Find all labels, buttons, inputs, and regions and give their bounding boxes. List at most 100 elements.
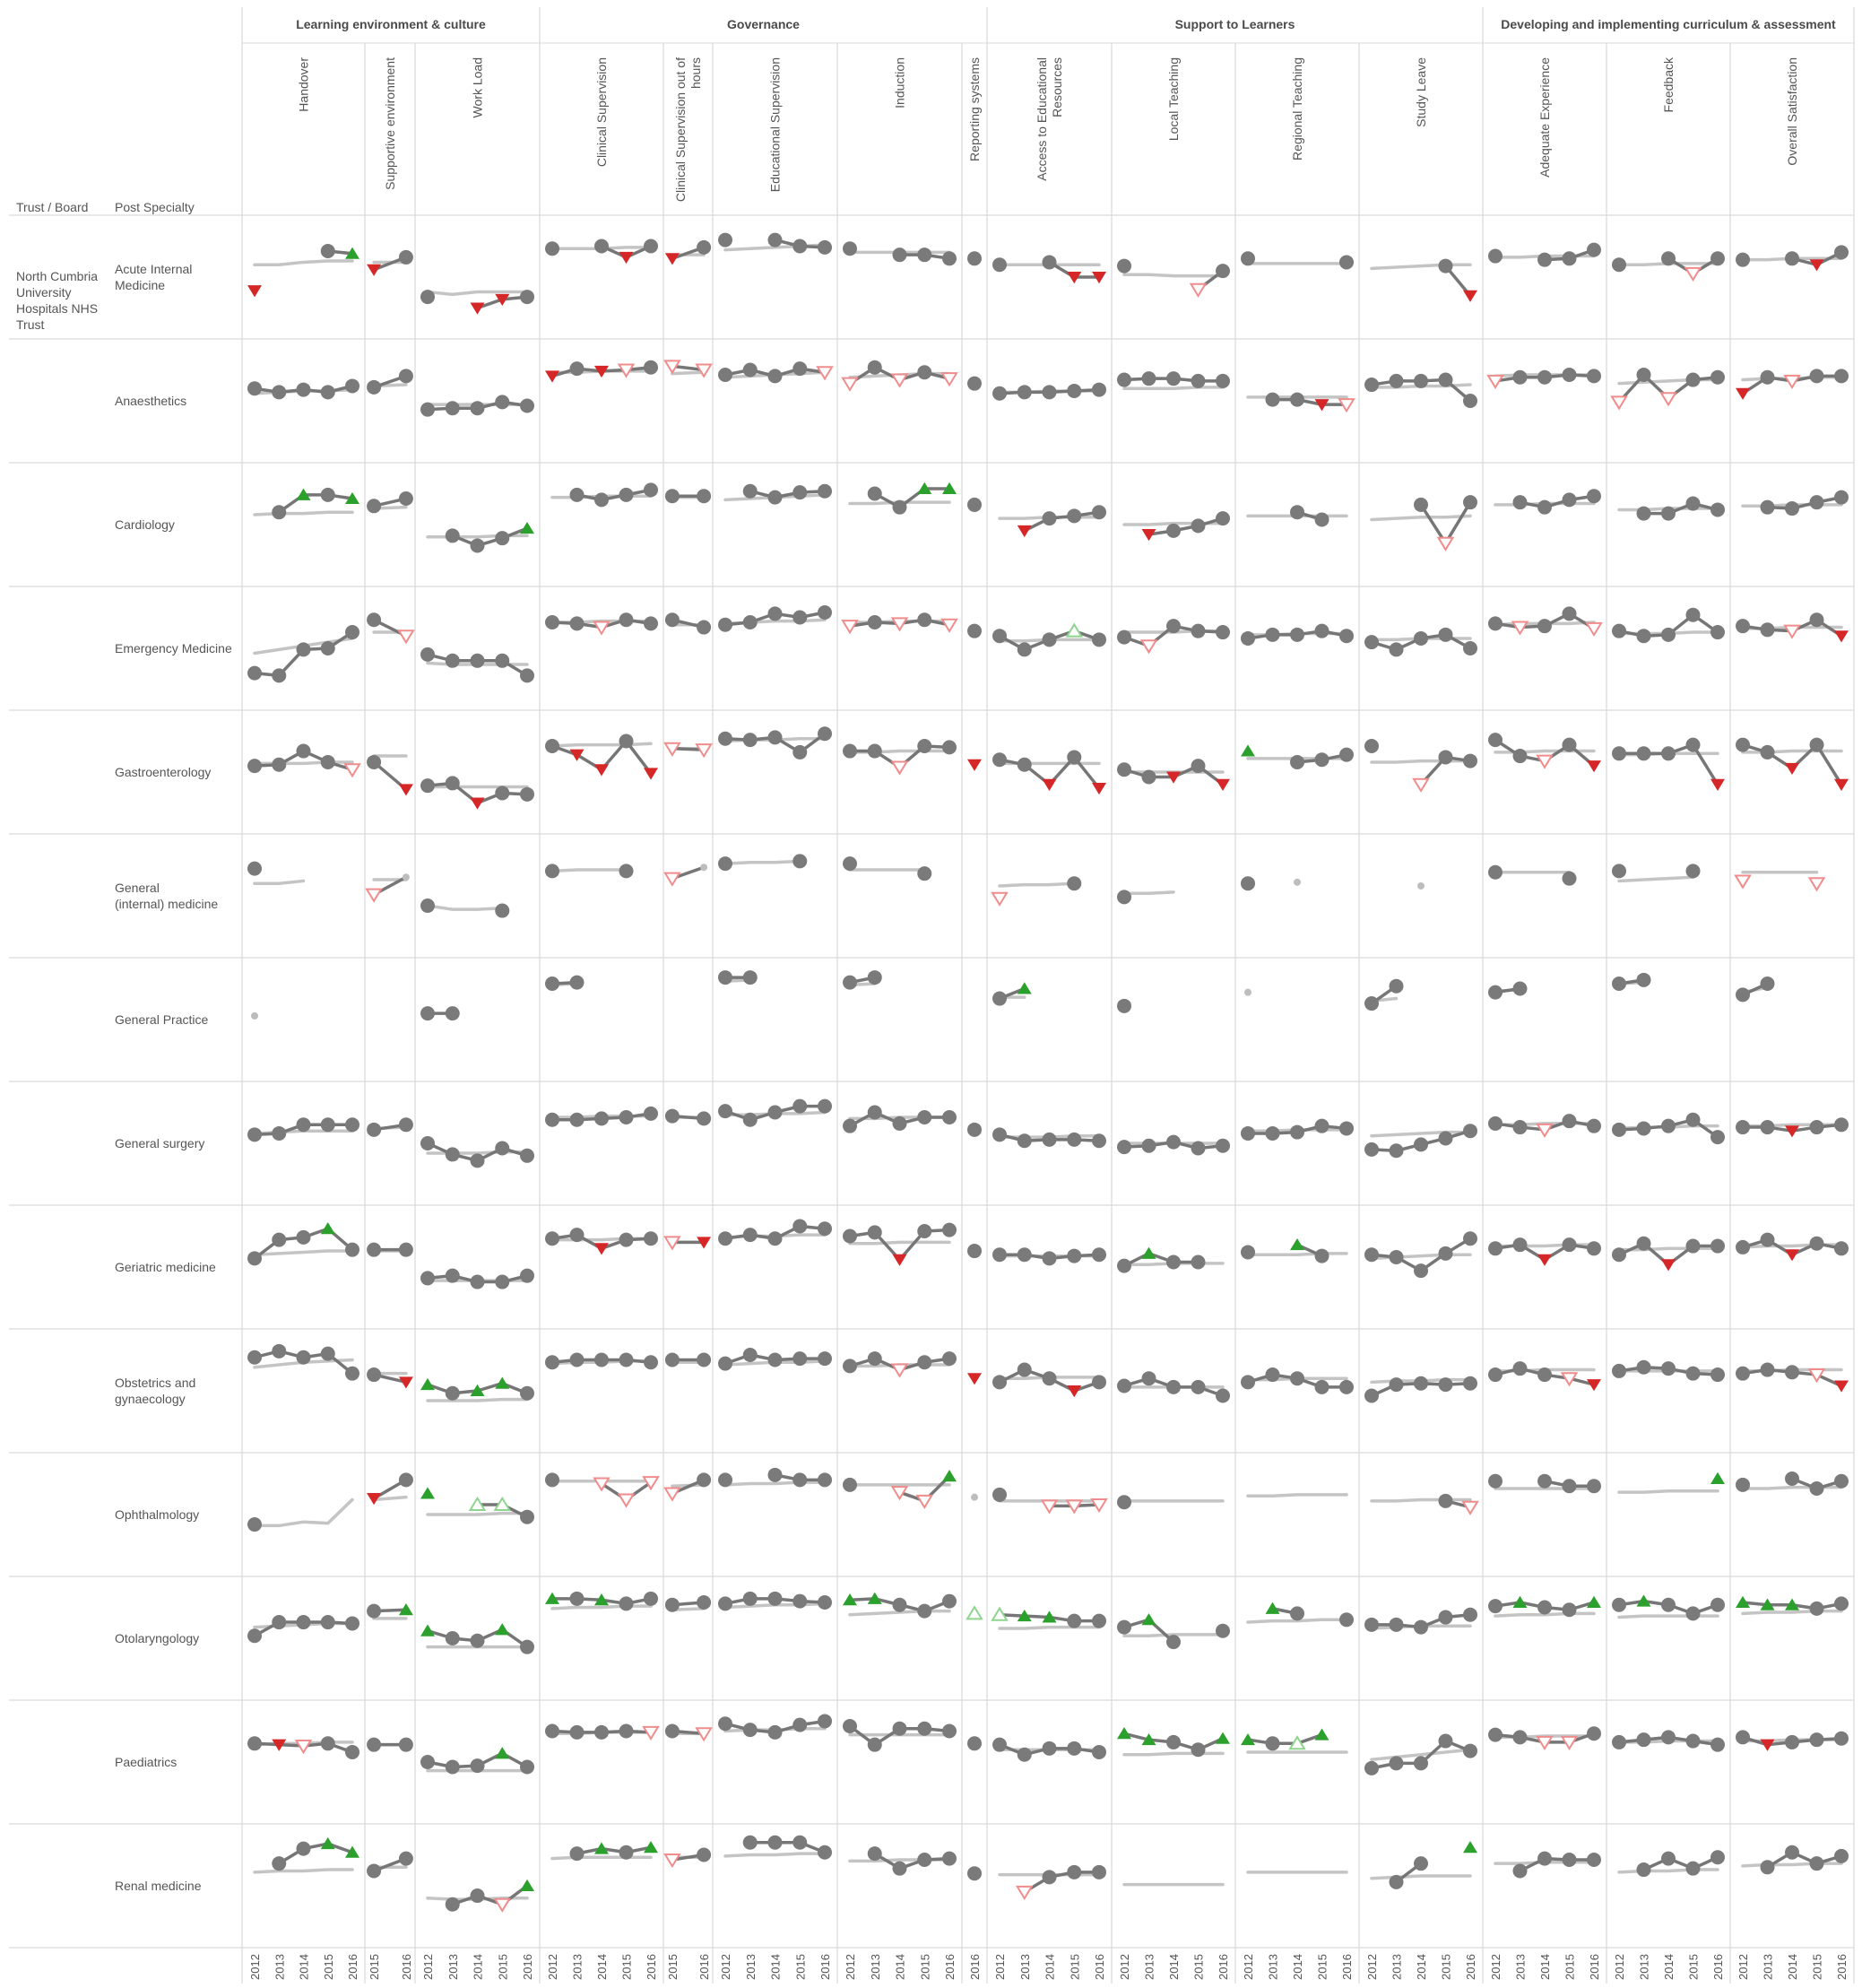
data-point: [967, 376, 982, 391]
data-point: [1290, 1371, 1304, 1386]
data-point: [367, 612, 382, 628]
cell: [545, 734, 658, 780]
data-point: [767, 730, 783, 745]
outlier-above-marker: [1785, 1598, 1799, 1610]
cell: [1736, 612, 1849, 643]
row-label: Renal medicine: [115, 1879, 202, 1893]
cell: [991, 1606, 1106, 1630]
data-point: [967, 497, 982, 512]
cell: [664, 612, 712, 635]
metric-header: Educational Supervision: [768, 57, 783, 192]
cell: [992, 750, 1106, 795]
data-point: [320, 1615, 335, 1630]
data-point: [818, 483, 832, 499]
data-point: [1017, 642, 1032, 657]
cell: [420, 899, 510, 918]
data-point: [644, 1231, 658, 1246]
outlier-above-marker: [1760, 1598, 1775, 1610]
data-point: [767, 1724, 783, 1740]
series-line: [1643, 501, 1719, 516]
outlier-above-marker: [1141, 1732, 1156, 1746]
year-tick-label: 2015: [793, 1954, 807, 1980]
data-point: [992, 991, 1007, 1006]
data-point: [1685, 864, 1701, 879]
data-point: [420, 647, 435, 662]
data-point: [967, 1244, 982, 1259]
metric-header-label: Work Load: [471, 57, 485, 117]
outlier-below-marker: [1092, 272, 1106, 284]
data-point: [1736, 737, 1750, 752]
data-point: [1636, 506, 1651, 521]
data-point: [495, 903, 510, 918]
data-point: [742, 970, 758, 985]
data-point: [967, 623, 982, 638]
data-point: [520, 668, 534, 683]
data-point: [1834, 1596, 1849, 1611]
outlier-above-light-marker: [1288, 1735, 1306, 1750]
outlier-below-marker: [594, 365, 609, 378]
metric-header-label: Reporting systems: [967, 57, 982, 161]
data-point: [718, 970, 732, 985]
data-point: [1636, 368, 1651, 383]
series-line: [1272, 397, 1347, 406]
series-line: [1123, 1252, 1199, 1268]
cell: [967, 1866, 982, 1881]
data-point: [1314, 623, 1329, 638]
cell: [1612, 737, 1725, 791]
data-point: [1636, 1359, 1651, 1375]
outlier-below-marker: [644, 768, 658, 780]
data-point: [594, 1724, 609, 1740]
data-point: [1339, 747, 1354, 762]
comparator-line: [253, 259, 354, 266]
year-tick-label: 2016: [1835, 1954, 1849, 1980]
cell: [1736, 1595, 1849, 1616]
data-point: [1612, 746, 1626, 761]
outlier-below-marker: [470, 302, 485, 315]
outlier-below-marker: [1809, 259, 1824, 272]
metric-header-label: Overall Satisfaction: [1785, 57, 1799, 166]
data-point: [1834, 1473, 1849, 1489]
outlier-below-marker: [1314, 399, 1329, 412]
trust-label-line: Trust: [16, 317, 44, 332]
year-tick-label: 2016: [1093, 1954, 1106, 1980]
cell: [1488, 1114, 1601, 1138]
data-point: [664, 612, 680, 628]
data-point: [1760, 1232, 1775, 1247]
data-point: [1512, 1120, 1528, 1135]
cell: [718, 604, 832, 632]
cell: [966, 1605, 983, 1620]
data-point: [1587, 242, 1601, 257]
outlier-below-light-marker: [343, 763, 361, 778]
metric-header-label: Access to Educational: [1035, 57, 1049, 181]
data-point: [1017, 1362, 1032, 1377]
cell: [841, 612, 958, 635]
data-point: [1537, 1367, 1552, 1383]
data-point: [1809, 1601, 1824, 1616]
data-point: [792, 1098, 808, 1114]
data-point: [1389, 978, 1404, 994]
data-point: [892, 1116, 907, 1131]
cell: [1364, 1607, 1477, 1635]
data-point: [843, 1477, 857, 1492]
data-point: [1736, 1120, 1750, 1135]
series-line: [873, 1852, 950, 1871]
year-tick-label: 2013: [1390, 1954, 1404, 1980]
cell: [1241, 1118, 1354, 1141]
cell: [843, 1592, 957, 1619]
data-point: [569, 487, 585, 502]
outlier-below-marker: [1587, 1379, 1601, 1392]
outlier-above-marker: [470, 1384, 485, 1396]
year-tick-label: 2012: [1736, 1954, 1750, 1980]
cell: [1736, 369, 1849, 400]
metric-header: Overall Satisfaction: [1785, 57, 1799, 166]
cell: [967, 1244, 982, 1259]
cell: [247, 1736, 359, 1759]
data-point: [445, 1385, 460, 1401]
data-point: [1587, 1853, 1601, 1868]
data-point: [1809, 1481, 1824, 1497]
data-point: [470, 1153, 485, 1168]
cell: [251, 1011, 258, 1020]
data-point: [367, 1863, 382, 1879]
cell: [1241, 623, 1354, 646]
data-point: [742, 1228, 758, 1243]
